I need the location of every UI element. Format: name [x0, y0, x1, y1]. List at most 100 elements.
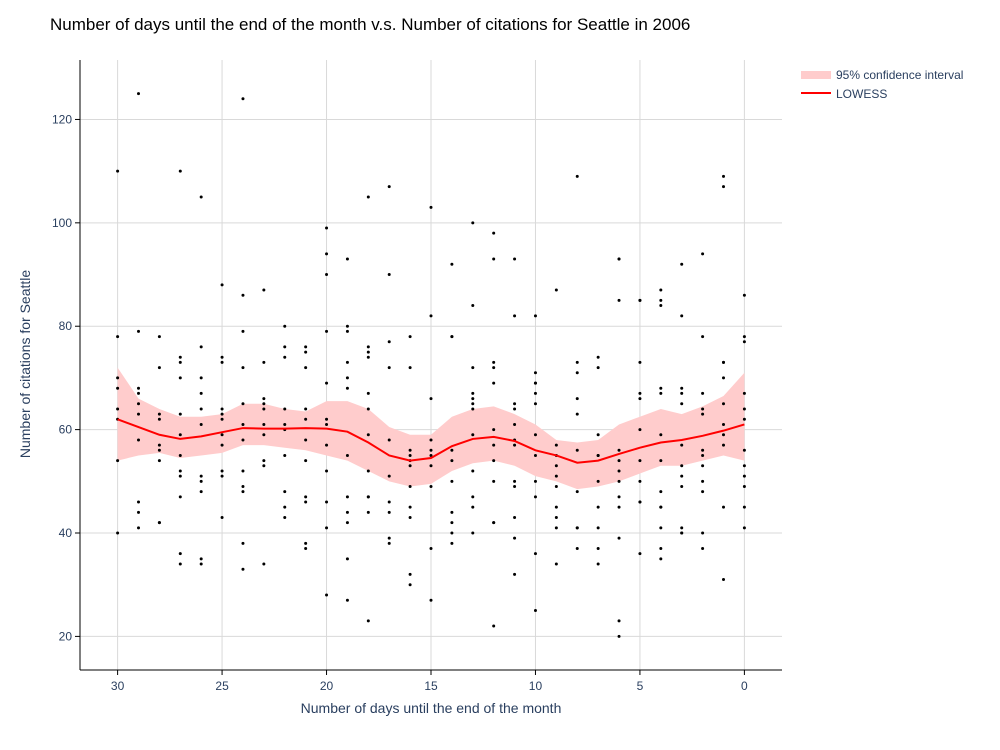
- data-point: [701, 464, 705, 468]
- data-point: [471, 366, 475, 370]
- data-point: [450, 521, 454, 525]
- data-point: [533, 552, 537, 556]
- data-point: [701, 252, 705, 256]
- data-point: [387, 185, 391, 189]
- data-point: [116, 407, 120, 411]
- data-point: [304, 407, 308, 411]
- data-point: [345, 360, 349, 364]
- data-point: [617, 469, 621, 473]
- data-point: [408, 583, 412, 587]
- data-point: [701, 391, 705, 395]
- data-point: [742, 391, 746, 395]
- data-point: [429, 453, 433, 457]
- data-point: [199, 345, 203, 349]
- data-point: [241, 567, 245, 571]
- data-point: [366, 345, 370, 349]
- data-point: [680, 484, 684, 488]
- lowess-line-layer: [117, 418, 745, 464]
- data-point: [513, 443, 517, 447]
- data-point: [262, 360, 266, 364]
- data-point: [366, 350, 370, 354]
- data-point: [450, 541, 454, 545]
- data-point: [325, 526, 329, 530]
- data-point: [638, 360, 642, 364]
- data-point: [680, 443, 684, 447]
- data-point: [116, 459, 120, 463]
- data-point: [471, 495, 475, 499]
- data-point: [408, 464, 412, 468]
- data-point: [220, 360, 224, 364]
- data-point: [116, 169, 120, 173]
- legend[interactable]: 95% confidence interval LOWESS: [801, 68, 963, 101]
- data-point: [408, 505, 412, 509]
- data-point: [178, 376, 182, 380]
- data-point: [575, 490, 579, 494]
- data-point: [408, 572, 412, 576]
- data-point: [345, 386, 349, 390]
- data-point: [513, 536, 517, 540]
- data-point: [241, 293, 245, 297]
- data-point: [722, 360, 725, 364]
- legend-band-swatch: [801, 71, 831, 79]
- data-point: [471, 304, 475, 308]
- data-point: [199, 474, 203, 478]
- data-point: [680, 531, 684, 535]
- data-point: [283, 453, 287, 457]
- data-point: [513, 314, 517, 318]
- data-point: [596, 366, 600, 370]
- data-point: [241, 97, 245, 101]
- data-point: [617, 448, 621, 452]
- y-tick-label: 20: [59, 629, 73, 643]
- data-point: [408, 335, 412, 339]
- data-point: [262, 459, 266, 463]
- data-point: [554, 526, 558, 530]
- x-tick-label: 20: [320, 679, 334, 693]
- data-point: [283, 345, 287, 349]
- data-point: [325, 443, 329, 447]
- data-point: [680, 402, 684, 406]
- legend-lowess-label: LOWESS: [836, 87, 887, 101]
- data-point: [722, 433, 725, 437]
- data-point: [492, 443, 496, 447]
- data-point: [596, 526, 600, 530]
- data-point: [429, 464, 433, 468]
- data-point: [220, 516, 224, 519]
- data-point: [283, 407, 287, 411]
- data-point: [304, 345, 308, 349]
- data-point: [387, 366, 391, 370]
- data-point: [137, 510, 140, 514]
- data-point: [513, 572, 517, 576]
- data-point: [450, 459, 454, 463]
- data-point: [325, 252, 329, 256]
- x-axis-label: Number of days until the end of the mont…: [301, 700, 562, 716]
- data-point: [157, 443, 161, 447]
- data-point: [157, 521, 161, 525]
- data-point: [366, 619, 370, 623]
- data-point: [387, 536, 391, 540]
- data-point: [387, 438, 391, 442]
- data-point: [450, 262, 454, 266]
- data-point: [116, 335, 120, 339]
- data-point: [345, 510, 349, 514]
- data-point: [304, 495, 308, 499]
- data-point: [722, 505, 725, 509]
- points-layer: [116, 92, 746, 638]
- data-point: [492, 624, 496, 628]
- data-point: [638, 552, 642, 556]
- data-point: [241, 366, 245, 370]
- data-point: [157, 459, 161, 463]
- data-point: [617, 536, 621, 540]
- data-point: [722, 443, 725, 447]
- data-point: [408, 453, 412, 457]
- data-point: [366, 469, 370, 473]
- data-point: [199, 407, 203, 411]
- data-point: [241, 329, 245, 333]
- data-point: [492, 459, 496, 463]
- data-point: [617, 459, 621, 463]
- data-point: [304, 547, 308, 551]
- data-point: [429, 484, 433, 488]
- data-point: [429, 448, 433, 452]
- data-point: [137, 438, 140, 442]
- data-point: [471, 397, 475, 401]
- data-point: [596, 433, 600, 437]
